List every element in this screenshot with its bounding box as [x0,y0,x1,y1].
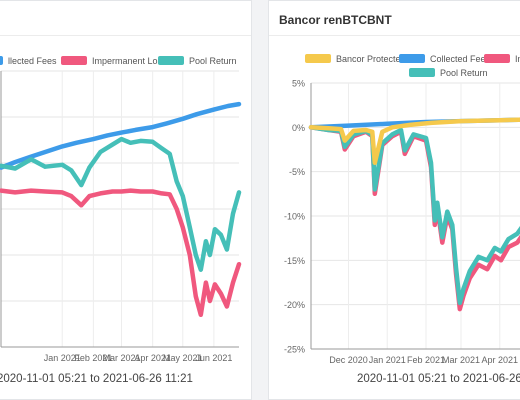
x-tick-label: Apr 2021 [134,353,171,363]
x-tick-label: Apr 2021 [481,355,518,365]
legend-label-loss[interactable]: Impermanent Loss [92,56,167,66]
legend-swatch-pool[interactable] [409,68,435,77]
y-tick-label: -25% [284,345,305,355]
legend-label-fees[interactable]: llected Fees [8,56,57,66]
legend-swatch-loss[interactable] [61,56,87,65]
legend-label-loss[interactable]: Im [515,54,520,64]
legend-swatch-fees[interactable] [0,56,3,65]
legend-label-pool[interactable]: Pool Return [189,56,237,66]
right-chart-card: Bancor renBTCBNT 5% 0% -5% -10% -15% -20% -25%… [268,0,520,400]
x-tick-label: Feb 2021 [407,355,445,365]
legend-label-fees[interactable]: Collected Fees [430,54,491,64]
series-line-pool [0,136,242,272]
legend-swatch-loss[interactable] [484,54,510,63]
left-header-divider [0,35,251,36]
x-tick-label: Feb 2021 [74,353,112,363]
y-tick-label: -15% [284,256,305,266]
series-line-loss [308,125,520,312]
x-tick-label: Jun 2021 [195,353,232,363]
legend-label-pool[interactable]: Pool Return [440,68,488,78]
right-date-range: 2020-11-01 05:21 to 2021-06-26 11:21 [357,373,520,385]
x-tick-label: Jan 2021 [369,355,406,365]
legend-swatch-pool[interactable] [158,56,184,65]
x-tick-label: May 2021 [163,353,203,363]
y-tick-label: -20% [284,300,305,310]
x-tick-label: Jan 2021 [44,353,81,363]
left-date-range: 2020-11-01 05:21 to 2021-06-26 11:21 [0,373,193,385]
y-tick-label: 0% [292,123,305,133]
legend-label-protected[interactable]: Bancor Protected [336,54,406,64]
right-line-chart: 5% 0% -5% -10% -15% -20% -25% Dec 2020 Jan 2021 F… [284,54,520,365]
x-tick-label: Mar 2021 [442,355,480,365]
right-header-divider [269,35,520,36]
legend-swatch-protected[interactable] [305,54,331,63]
x-tick-label: Dec 2020 [329,355,368,365]
series-line-protected [308,117,520,166]
series-line-pool [308,125,520,306]
series-line-loss [0,188,242,318]
y-tick-label: -5% [289,167,305,177]
y-tick-label: -10% [284,212,305,222]
x-tick-label: Mar 2021 [102,353,140,363]
y-tick-label: 5% [292,79,305,89]
legend-swatch-fees[interactable] [399,54,425,63]
right-chart-title: Bancor renBTCBNT [279,13,392,27]
series-line-fees [0,101,242,170]
